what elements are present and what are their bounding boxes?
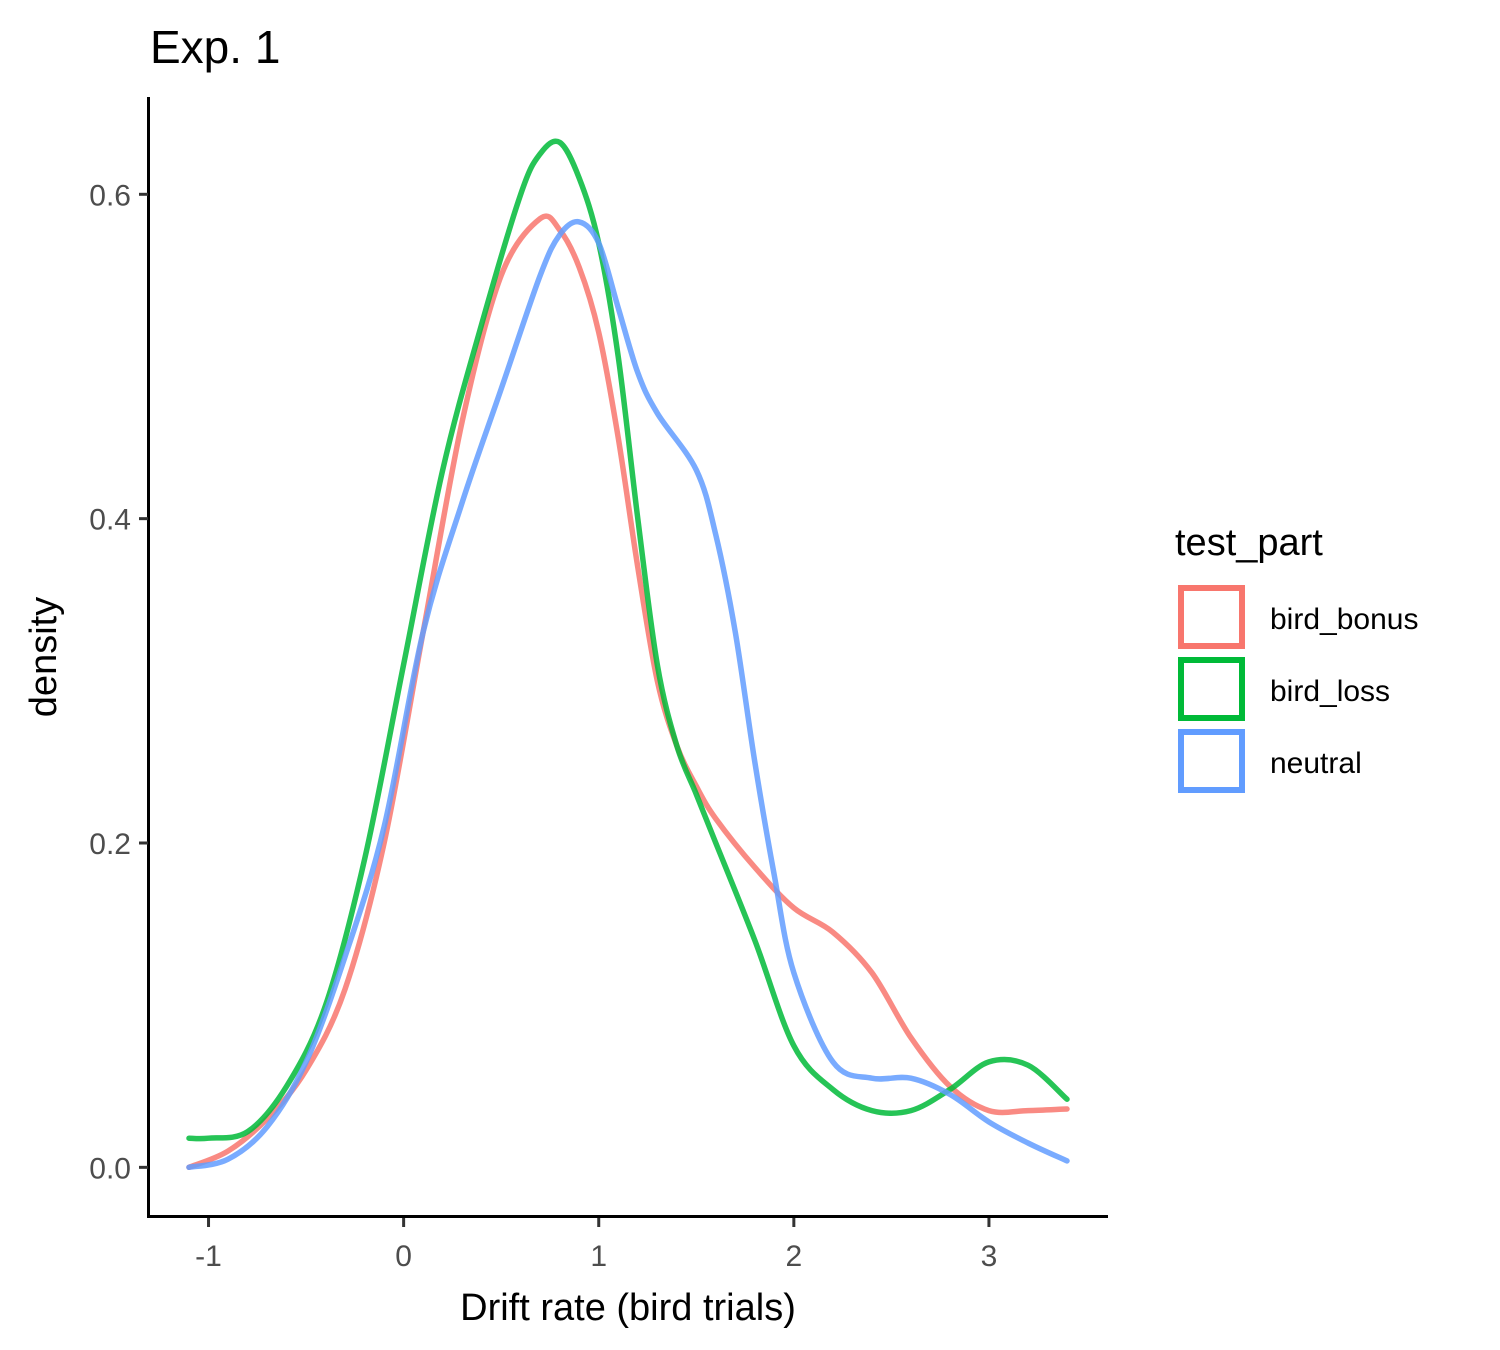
y-axis-title: density <box>23 597 65 717</box>
density-line-bird-bonus <box>186 213 1070 1171</box>
legend-key-neutral <box>1178 729 1245 793</box>
chart-title: Exp. 1 <box>150 21 280 73</box>
series-layer <box>186 138 1070 1171</box>
legend-label: neutral <box>1270 747 1362 780</box>
x-tick-label: 2 <box>785 1240 802 1273</box>
density-line-neutral <box>186 218 1070 1171</box>
legend-key-bird-loss <box>1178 657 1245 721</box>
legend-label: bird_loss <box>1270 675 1390 708</box>
legend-label: bird_bonus <box>1270 603 1418 636</box>
x-axis-ticks: -1 0 1 2 3 <box>195 1218 997 1273</box>
y-tick-label: 0.2 <box>89 828 131 861</box>
x-tick-label: -1 <box>195 1240 222 1273</box>
y-axis-ticks: 0.0 0.2 0.4 0.6 <box>89 179 148 1185</box>
legend-key-bird-bonus <box>1178 585 1245 649</box>
legend-title: test_part <box>1175 522 1323 564</box>
x-tick-label: 0 <box>395 1240 412 1273</box>
x-tick-label: 3 <box>981 1240 998 1273</box>
x-axis-title: Drift rate (bird trials) <box>460 1287 796 1329</box>
y-tick-label: 0.0 <box>89 1152 131 1185</box>
density-line-bird-loss <box>186 138 1070 1142</box>
y-tick-label: 0.4 <box>89 504 131 537</box>
x-tick-label: 1 <box>590 1240 607 1273</box>
y-tick-label: 0.6 <box>89 179 131 212</box>
